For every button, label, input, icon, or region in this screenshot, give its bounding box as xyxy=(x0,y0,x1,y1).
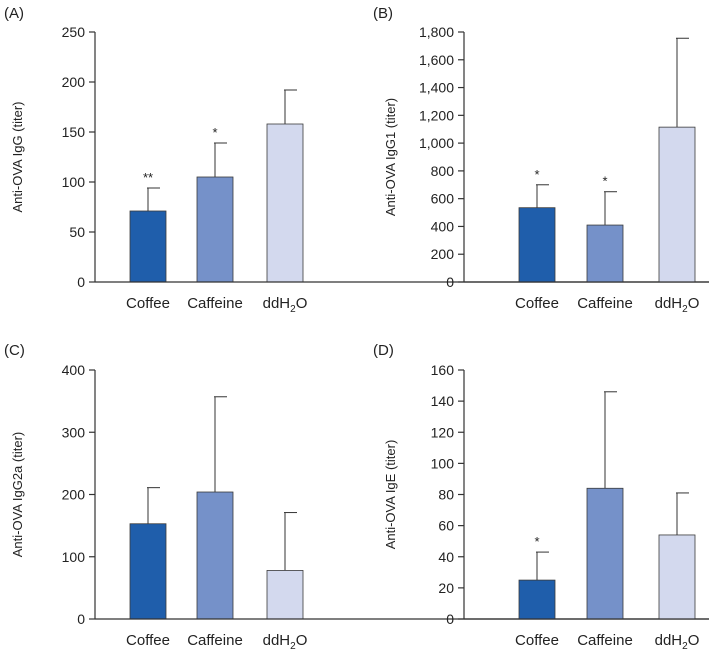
y-tick-label: 80 xyxy=(438,487,454,503)
bar-coffee xyxy=(129,523,167,620)
bar-caffeine xyxy=(586,224,624,283)
bar-coffee xyxy=(518,207,556,283)
significance-marker: * xyxy=(212,125,217,140)
x-tick-label: ddH2O xyxy=(655,295,700,315)
bar-caffeine xyxy=(196,176,234,283)
y-axis-title: Anti-OVA IgG (titer) xyxy=(10,101,25,212)
x-tick-label: Coffee xyxy=(515,632,559,649)
panel-label: (D) xyxy=(373,342,394,359)
bar-coffee xyxy=(518,579,556,620)
x-tick-label: ddH2O xyxy=(263,632,308,649)
y-tick-label: 50 xyxy=(69,224,85,240)
x-tick-label: Coffee xyxy=(126,295,170,312)
y-axis-title: Anti-OVA IgG1 (titer) xyxy=(383,98,398,216)
x-tick-label: Caffeine xyxy=(187,295,243,312)
y-tick-label: 250 xyxy=(62,24,86,40)
chart-panel-d: (D) Anti-OVA IgE (titer) * Coffee Caffeine dd… xyxy=(373,342,709,649)
bar-ddh2o xyxy=(658,126,696,283)
y-tick-label: 200 xyxy=(62,487,86,503)
y-tick-label: 800 xyxy=(431,163,455,179)
panel-label: (C) xyxy=(4,342,25,359)
x-tick-label: Caffeine xyxy=(577,632,633,649)
y-tick-label: 60 xyxy=(438,518,454,534)
y-tick-label: 0 xyxy=(446,611,454,627)
bar-ddh2o xyxy=(658,534,696,620)
y-axis-title: Anti-OVA IgG2a (titer) xyxy=(10,432,25,557)
bar-ddh2o xyxy=(266,123,304,283)
bar-coffee xyxy=(129,210,167,283)
significance-marker: * xyxy=(602,174,607,189)
x-tick-label: ddH2O xyxy=(655,632,700,649)
y-tick-label: 140 xyxy=(431,393,455,409)
y-tick-label: 100 xyxy=(62,549,86,565)
y-tick-label: 1,400 xyxy=(419,80,454,96)
y-tick-label: 1,000 xyxy=(419,135,454,151)
significance-marker: ** xyxy=(143,170,153,185)
x-tick-label: Coffee xyxy=(515,295,559,312)
y-tick-label: 600 xyxy=(431,191,455,207)
y-tick-label: 1,600 xyxy=(419,52,454,68)
panel-label: (B) xyxy=(373,5,393,22)
y-tick-label: 100 xyxy=(431,455,455,471)
x-tick-label: ddH2O xyxy=(263,295,308,315)
y-tick-label: 200 xyxy=(62,74,86,90)
chart-panel-b: (B) Anti-OVA IgG1 (titer) * Coffee * Caffeine… xyxy=(373,5,709,315)
chart-panel-c: (C) Anti-OVA IgG2a (titer) Coffee Caffeine d… xyxy=(4,342,709,649)
x-tick-label: Caffeine xyxy=(577,295,633,312)
significance-marker: * xyxy=(534,534,539,549)
x-tick-label: Caffeine xyxy=(187,632,243,649)
y-tick-label: 20 xyxy=(438,580,454,596)
y-tick-label: 1,800 xyxy=(419,24,454,40)
y-tick-label: 0 xyxy=(77,611,85,627)
bar-ddh2o xyxy=(266,570,304,620)
y-tick-label: 100 xyxy=(62,174,86,190)
y-tick-label: 1,200 xyxy=(419,107,454,123)
bar-caffeine xyxy=(586,487,624,620)
y-tick-label: 160 xyxy=(431,362,455,378)
y-tick-label: 400 xyxy=(431,218,455,234)
y-tick-label: 150 xyxy=(62,124,86,140)
y-tick-label: 40 xyxy=(438,549,454,565)
y-tick-label: 200 xyxy=(431,246,455,262)
y-tick-label: 0 xyxy=(446,274,454,290)
significance-marker: * xyxy=(534,167,539,182)
y-tick-label: 400 xyxy=(62,362,86,378)
y-tick-label: 0 xyxy=(77,274,85,290)
x-tick-label: Coffee xyxy=(126,632,170,649)
y-axis-title: Anti-OVA IgE (titer) xyxy=(383,440,398,550)
panel-label: (A) xyxy=(4,5,24,22)
y-tick-label: 300 xyxy=(62,424,86,440)
y-tick-label: 120 xyxy=(431,424,455,440)
bar-caffeine xyxy=(196,491,234,620)
